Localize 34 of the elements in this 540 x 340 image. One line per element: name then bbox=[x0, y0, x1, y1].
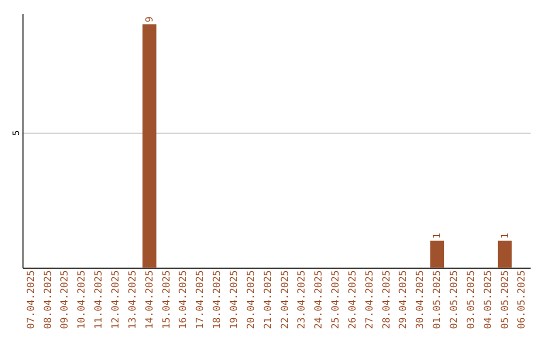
x-tick-label: 17.04.2025 bbox=[195, 270, 206, 330]
x-tick-label: 15.04.2025 bbox=[161, 270, 172, 330]
x-tick-label: 13.04.2025 bbox=[127, 270, 138, 330]
x-tick-label: 18.04.2025 bbox=[212, 270, 224, 330]
x-tick-label: 03.05.2025 bbox=[466, 270, 477, 330]
x-tick-label: 06.05.2025 bbox=[516, 270, 528, 330]
data-label: 9 bbox=[144, 16, 156, 22]
x-tick-label: 21.04.2025 bbox=[262, 270, 274, 330]
y-tick-label: 5 bbox=[12, 130, 22, 136]
x-tick-label: 08.04.2025 bbox=[42, 270, 54, 330]
x-tick-label: 30.04.2025 bbox=[415, 270, 426, 330]
x-tick-label: 25.04.2025 bbox=[330, 270, 342, 330]
x-tick-label: 05.05.2025 bbox=[500, 270, 511, 330]
x-tick-label: 09.04.2025 bbox=[60, 270, 71, 330]
x-tick-label: 14.04.2025 bbox=[144, 270, 156, 330]
x-tick-label: 11.04.2025 bbox=[94, 270, 105, 330]
data-label: 1 bbox=[500, 232, 511, 239]
x-tick-label: 26.04.2025 bbox=[347, 270, 358, 330]
x-tick-label: 19.04.2025 bbox=[228, 270, 240, 330]
x-tick-label: 10.04.2025 bbox=[76, 270, 88, 330]
x-tick-label: 02.05.2025 bbox=[448, 270, 460, 330]
x-tick-label: 04.05.2025 bbox=[482, 270, 494, 330]
x-tick-label: 29.04.2025 bbox=[398, 270, 410, 330]
x-tick-label: 24.04.2025 bbox=[314, 270, 325, 330]
x-tick-label: 28.04.2025 bbox=[381, 270, 392, 330]
x-tick-label: 27.04.2025 bbox=[364, 270, 376, 330]
data-label: 1 bbox=[432, 232, 444, 239]
x-tick-label: 16.04.2025 bbox=[178, 270, 190, 330]
x-tick-label: 12.04.2025 bbox=[110, 270, 122, 330]
x-tick-label: 22.04.2025 bbox=[280, 270, 291, 330]
x-tick-label: 07.04.2025 bbox=[26, 270, 37, 330]
x-tick-label: 01.05.2025 bbox=[432, 270, 444, 330]
x-tick-label: 23.04.2025 bbox=[296, 270, 308, 330]
x-tick-label: 20.04.2025 bbox=[246, 270, 257, 330]
